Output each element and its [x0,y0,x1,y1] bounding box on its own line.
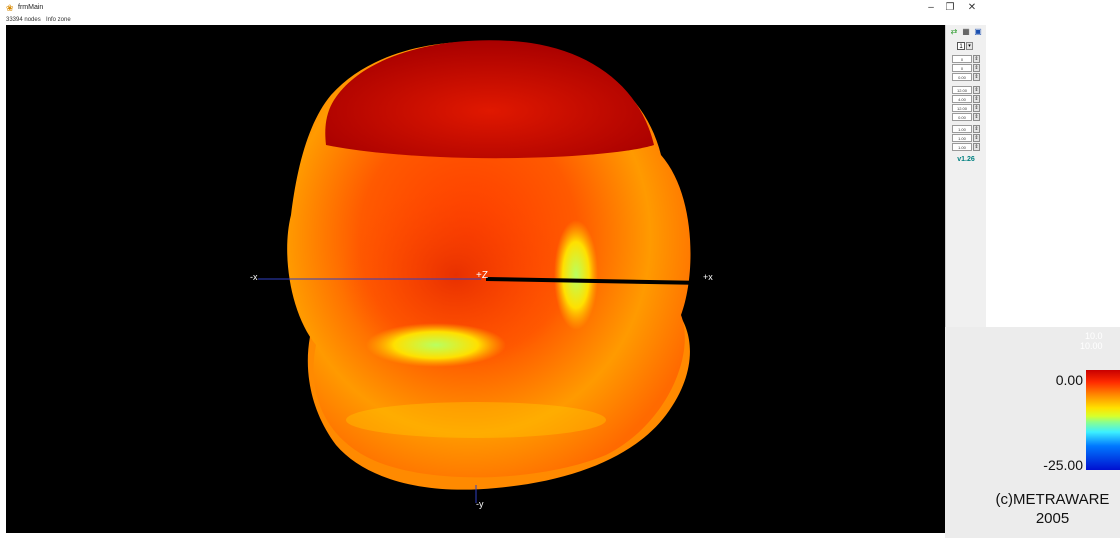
close-button[interactable]: ✕ [967,2,977,13]
legend-color-bar [1086,370,1120,470]
highlight-bottom [366,323,506,367]
grid-tool-icon[interactable]: ▦ [962,27,970,36]
axis-label-neg-x: -x [250,272,258,282]
scale-group: 1.00 ⇕ 1.00 ⇕ 1.00 ⇕ [952,125,982,152]
scale-y-spinner[interactable]: ⇕ [973,134,980,142]
window-title: frmMain [18,4,44,11]
legend-faded-line-2: 10.00 [1080,341,1103,351]
axis-label-pos-z: +Z [476,270,488,281]
version-label: v1.26 [957,156,975,163]
scale-x-field[interactable]: 1.00 [952,125,972,133]
page-selector[interactable]: 1 [957,42,965,50]
info-zone: Info zone [46,17,71,23]
axis-label-neg-y: -y [476,499,484,509]
color-legend: 10.0 10.00 0.00 -25.00 (c)METRAWARE 2005 [945,327,1120,538]
rotation-z-spinner[interactable]: ⇕ [973,73,980,81]
axis-label-pos-x: +x [703,272,713,282]
top-dome [325,40,654,159]
window-titlebar: ❀ frmMain – ❐ ✕ [0,0,985,16]
highlight-rim [346,402,606,438]
copyright-text: (c)METRAWARE 2005 [985,490,1120,528]
position-spinner-1[interactable]: ⇕ [973,86,980,94]
legend-min-label: -25.00 [1043,457,1083,473]
rotation-y-spinner[interactable]: ⇕ [973,64,980,72]
pos-x-axis [486,277,706,285]
position-field-2[interactable]: 4.00 [952,95,972,103]
legend-faded-text: 10.0 10.00 [1080,331,1103,351]
legend-max-label: 0.00 [1055,372,1083,388]
position-field-3[interactable]: 12.00 [952,104,972,112]
position-spinner-2[interactable]: ⇕ [973,95,980,103]
scale-z-spinner[interactable]: ⇕ [973,143,980,151]
position-group: 12.00 ⇕ 4.00 ⇕ 12.00 ⇕ 0.00 ⇕ [952,86,982,122]
copyright-line-2: 2005 [1035,510,1070,527]
legend-faded-line-1: 10.0 [1085,331,1103,341]
copyright-line-1: (c)METRAWARE [995,491,1110,508]
scale-z-field[interactable]: 1.00 [952,143,972,151]
rotate-tool-icon[interactable]: ⇄ [950,27,958,36]
minimize-button[interactable]: – [928,2,934,13]
info-tool-icon[interactable]: ▣ [974,27,982,36]
rotation-x-spinner[interactable]: ⇕ [973,55,980,63]
node-count: 33394 nodes [6,17,41,23]
position-field-1[interactable]: 12.00 [952,86,972,94]
highlight-right [554,220,598,330]
status-bar: 33394 nodes Info zone [0,16,985,25]
rotation-x-field[interactable]: 0 [952,55,972,63]
position-field-4[interactable]: 0.00 [952,113,972,121]
scale-x-spinner[interactable]: ⇕ [973,125,980,133]
3d-viewport[interactable]: -x +x +Z -y [6,25,945,533]
inner-region [341,180,571,370]
position-spinner-3[interactable]: ⇕ [973,104,980,112]
page-selector-dropdown[interactable]: ▾ [966,42,973,50]
rotation-y-field[interactable]: 0 [952,64,972,72]
position-spinner-4[interactable]: ⇕ [973,113,980,121]
rotation-z-field[interactable]: 0.00 [952,73,972,81]
radiation-pattern-plot [258,40,706,503]
rotation-group: 0 ⇕ 0 ⇕ 0.00 ⇕ [952,55,982,82]
app-icon: ❀ [6,3,14,13]
restore-button[interactable]: ❐ [945,2,955,13]
scale-y-field[interactable]: 1.00 [952,134,972,142]
